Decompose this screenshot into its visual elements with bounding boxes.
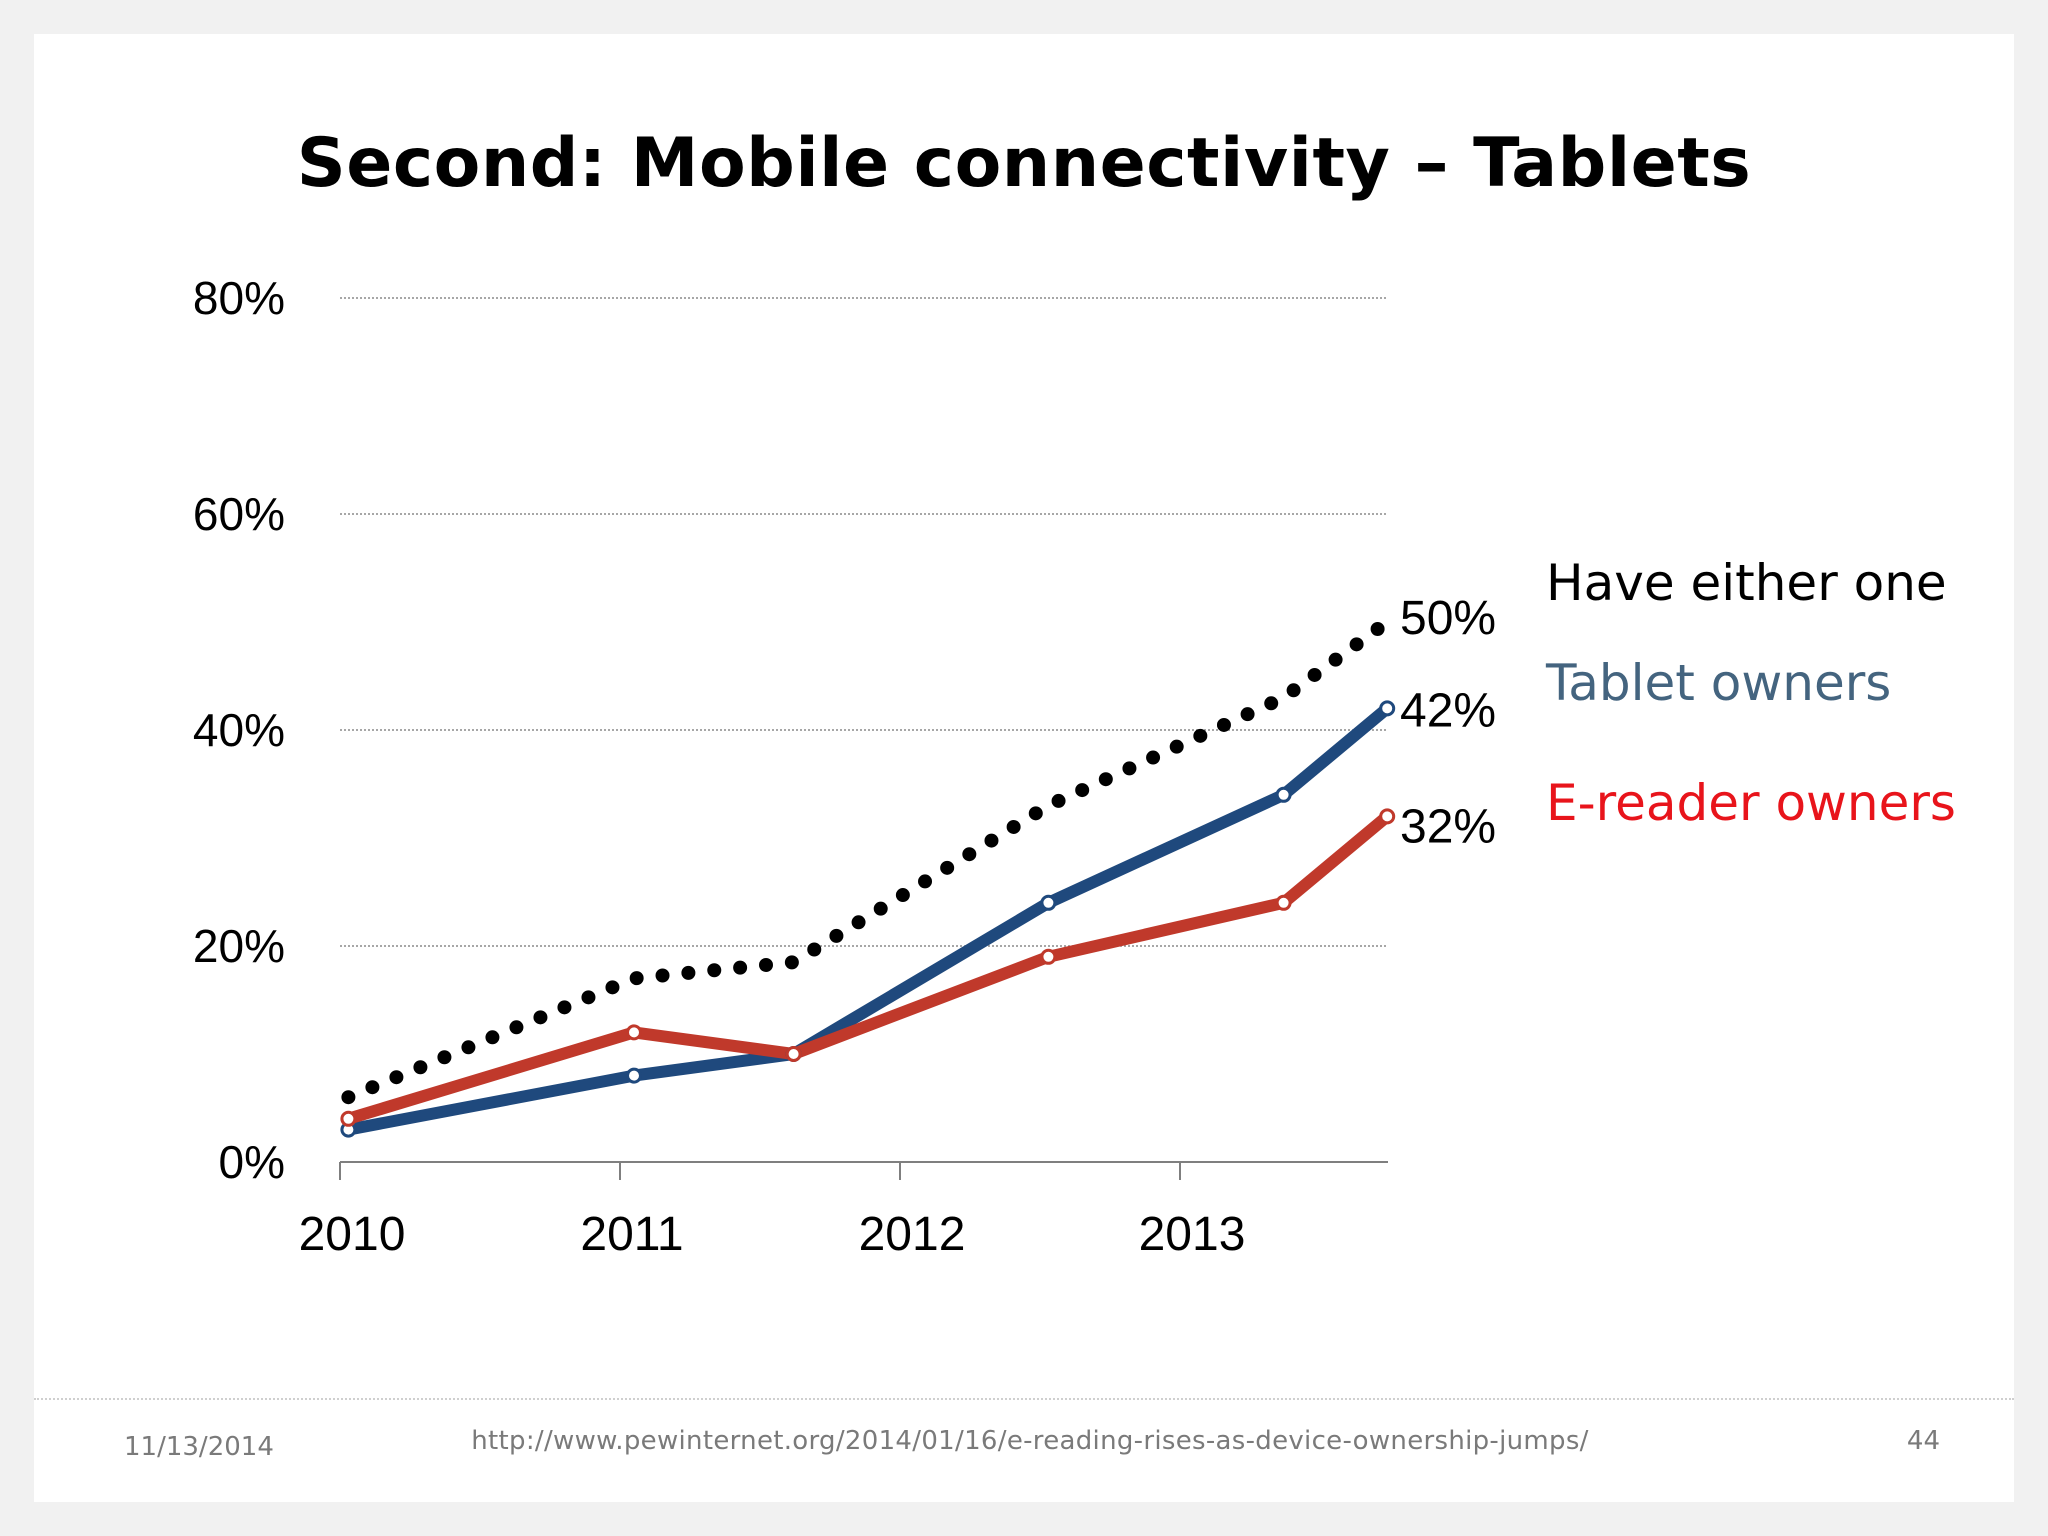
y-tick-label: 20% [193, 920, 285, 972]
x-tick-label: 2010 [299, 1208, 406, 1261]
y-tick-label: 80% [193, 272, 285, 324]
x-tick-label: 2013 [1139, 1208, 1246, 1261]
end-value-labels: 50% 42% 32% [1400, 592, 1496, 853]
y-tick-label: 40% [193, 704, 285, 756]
data-point-tablet-owners [626, 1067, 642, 1084]
series-line-e-reader-owners [342, 810, 1394, 1125]
footer-date: 11/13/2014 [124, 1432, 274, 1462]
end-value-label: 50% [1400, 592, 1496, 645]
slide-title: Second: Mobile connectivity – Tablets [296, 124, 1752, 203]
axes [339, 1161, 1388, 1180]
legend: Have either one Tablet owners E-reader own… [1545, 554, 1956, 832]
data-point-tablet-owners [1040, 894, 1057, 911]
data-point-tablet-owners [1379, 700, 1396, 717]
series-line-tablet-owners [342, 702, 1394, 1136]
series-lines [341, 615, 1395, 1136]
y-tick-label: 0% [219, 1136, 285, 1188]
data-point-e-reader-owners [785, 1046, 802, 1062]
series-line-have-either-one [341, 615, 1395, 1105]
x-tick-labels: 2010 2011 2012 2013 [299, 1208, 1246, 1261]
series-markers [340, 700, 1396, 1138]
data-point-e-reader-owners [1275, 894, 1292, 911]
y-tick-label: 60% [193, 488, 285, 540]
footer-divider [34, 1398, 2014, 1400]
grid-lines [340, 297, 1388, 947]
x-tick-label: 2011 [580, 1208, 683, 1261]
data-point-e-reader-owners [340, 1110, 357, 1127]
x-tick-label: 2012 [859, 1208, 966, 1261]
slide-background [34, 34, 2014, 1502]
y-tick-labels: 0% 20% 40% 60% 80% [193, 272, 285, 1188]
data-point-e-reader-owners [1379, 808, 1396, 825]
end-value-label: 32% [1400, 800, 1496, 853]
legend-label: Have either one [1546, 554, 1947, 612]
legend-label: E-reader owners [1546, 774, 1956, 832]
footer-page-number: 44 [1906, 1426, 1940, 1456]
end-value-label: 42% [1400, 684, 1496, 737]
footer-source-url: http://www.pewinternet.org/2014/01/16/e-… [471, 1426, 1589, 1456]
data-point-e-reader-owners [626, 1024, 642, 1041]
data-point-e-reader-owners [1040, 948, 1057, 965]
data-point-tablet-owners [1275, 786, 1292, 803]
legend-label: Tablet owners [1545, 654, 1891, 712]
